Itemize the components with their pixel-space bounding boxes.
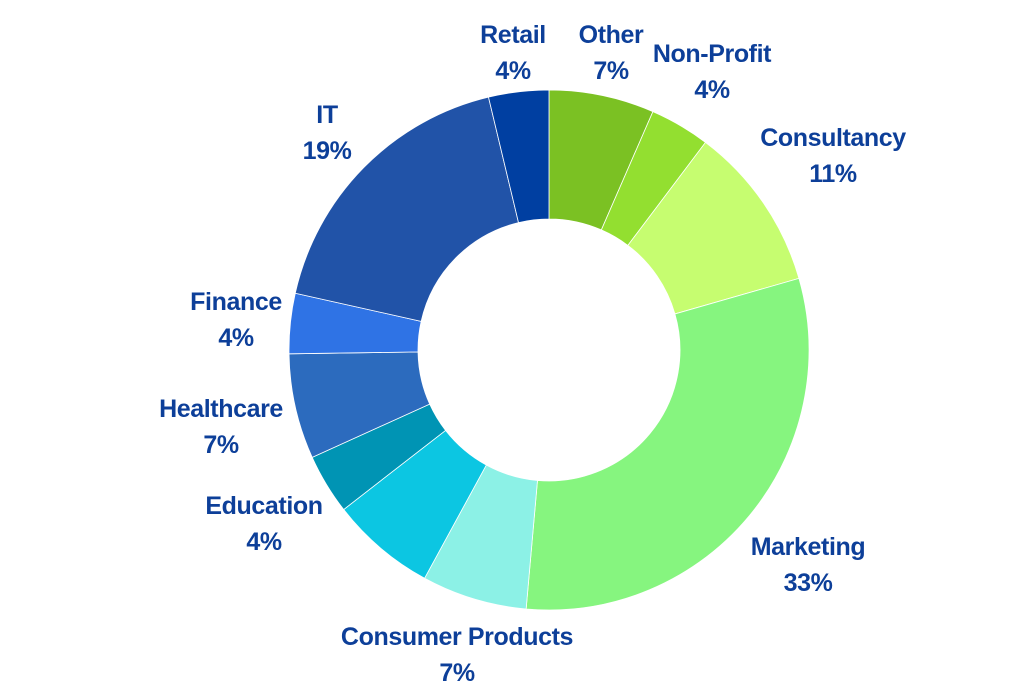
label-name-finance: Finance <box>190 288 282 316</box>
slice-it-9 <box>294 96 519 322</box>
label-consumer-products: Consumer Products 7% <box>341 623 574 687</box>
label-name-consultancy: Consultancy <box>760 124 906 152</box>
label-non-profit: Non-Profit 4% <box>653 40 773 104</box>
label-value-other: 7% <box>593 57 629 85</box>
label-value-marketing: 33% <box>784 569 833 597</box>
label-value-consultancy: 11% <box>809 160 857 188</box>
label-name-consumer-products: Consumer Products <box>341 623 573 651</box>
label-value-education: 4% <box>246 528 282 556</box>
label-name-non-profit: Non-Profit <box>653 40 772 68</box>
label-name-healthcare: Healthcare <box>159 395 283 423</box>
slice-retail-10 <box>488 89 550 224</box>
label-education: Education 4% <box>205 492 323 556</box>
label-name-education: Education <box>205 492 322 520</box>
label-finance: Finance 4% <box>190 288 283 352</box>
label-name-marketing: Marketing <box>751 533 865 561</box>
label-name-retail: Retail <box>480 21 546 49</box>
label-value-it: 19% <box>303 137 352 165</box>
label-healthcare: Healthcare 7% <box>159 395 284 459</box>
label-value-finance: 4% <box>218 324 254 352</box>
label-marketing: Marketing 33% <box>751 533 866 597</box>
slice-marketing-3 <box>525 277 810 611</box>
label-other: Other 7% <box>579 21 645 85</box>
label-it: IT 19% <box>303 101 352 165</box>
label-name-other: Other <box>579 21 644 49</box>
label-value-consumer-products: 7% <box>439 659 475 687</box>
label-value-healthcare: 7% <box>203 431 239 459</box>
label-consultancy: Consultancy 11% <box>760 124 907 188</box>
label-retail: Retail 4% <box>480 21 546 85</box>
label-name-it: IT <box>316 101 338 129</box>
label-value-non-profit: 4% <box>694 76 730 104</box>
label-value-retail: 4% <box>495 57 531 85</box>
